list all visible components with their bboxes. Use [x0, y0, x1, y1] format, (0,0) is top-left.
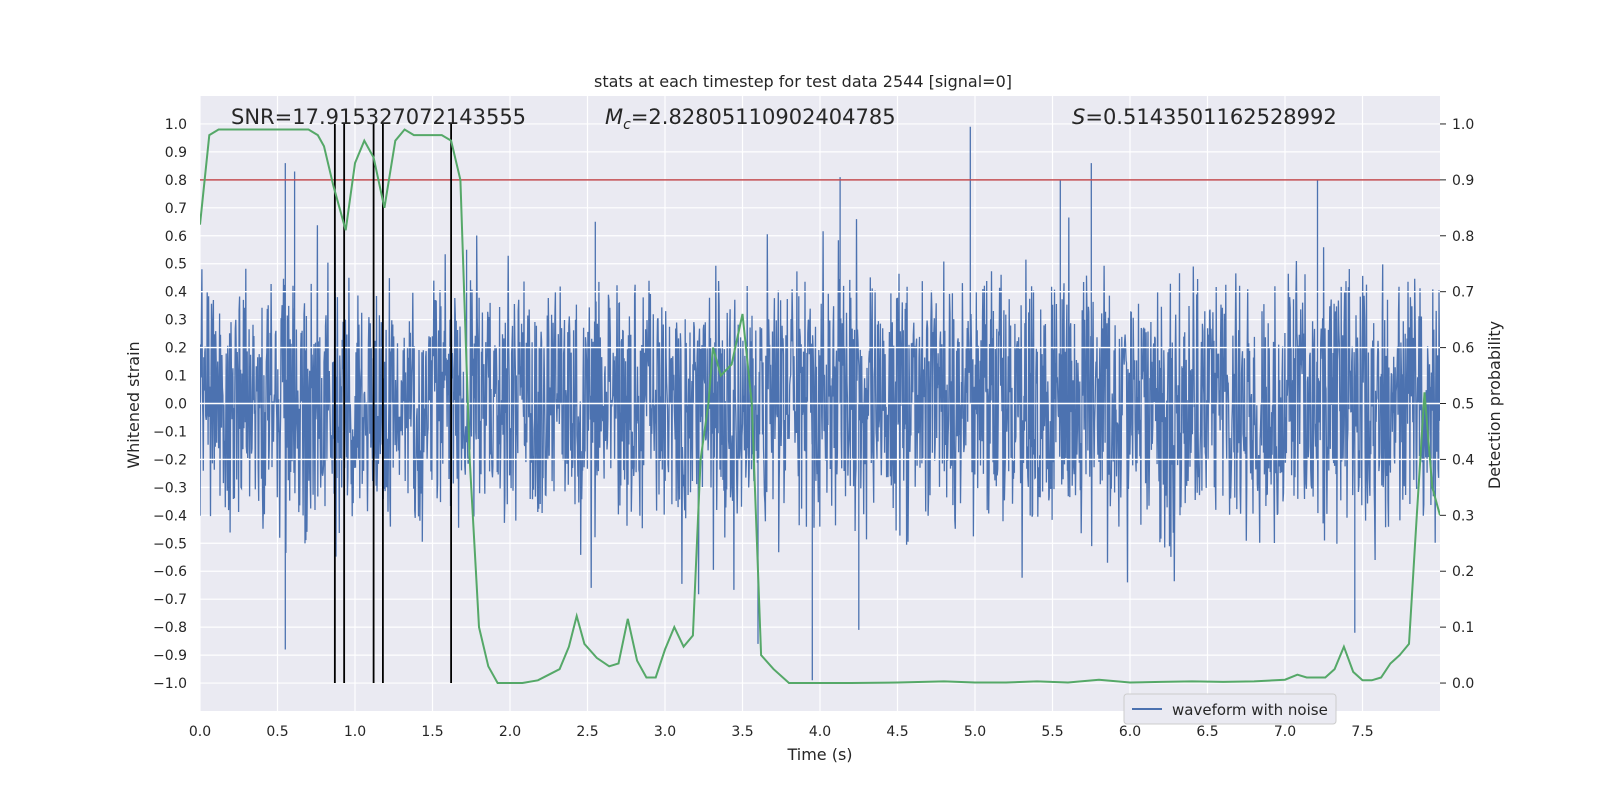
legend-box — [1123, 693, 1337, 725]
left-y-tick-label: −0.9 — [153, 648, 187, 664]
left-y-tick-label: −0.7 — [153, 592, 187, 608]
x-tick-label: 2.0 — [499, 724, 521, 740]
right-y-tick-label: 0.1 — [1452, 620, 1474, 636]
x-tick-label: 0.0 — [189, 724, 211, 740]
left-y-tick-label: 0.5 — [165, 257, 187, 273]
left-y-axis-label: Whitened strain — [124, 341, 143, 468]
left-y-tick-label: −0.5 — [153, 536, 187, 552]
left-y-tick-label: 0.3 — [165, 313, 187, 329]
left-y-tick-label: −0.1 — [153, 424, 187, 440]
x-tick-label: 5.0 — [964, 724, 986, 740]
right-y-tick-label: 0.2 — [1452, 564, 1474, 580]
left-y-tick-label: 0.2 — [165, 341, 187, 357]
right-y-tick-label: 0.6 — [1452, 341, 1474, 357]
right-y-tick-label: 0.4 — [1452, 452, 1474, 468]
left-y-tick-label: 0.9 — [165, 145, 187, 161]
chirp-mass-symbol: M — [605, 105, 623, 129]
left-y-tick-label: 0.1 — [165, 369, 187, 385]
x-tick-label: 7.5 — [1351, 724, 1373, 740]
left-y-tick-label: −0.3 — [153, 480, 187, 496]
right-y-tick-label: 0.7 — [1452, 285, 1474, 301]
left-y-tick-label: −0.2 — [153, 452, 187, 468]
x-axis-label: Time (s) — [786, 745, 852, 764]
chirp-mass-subscript: c — [623, 117, 631, 133]
left-y-tick-label: 0.6 — [165, 229, 187, 245]
x-tick-label: 5.5 — [1041, 724, 1063, 740]
x-tick-label: 6.0 — [1119, 724, 1141, 740]
left-y-tick-label: 0.8 — [165, 173, 187, 189]
x-tick-label: 3.0 — [654, 724, 676, 740]
left-y-tick-label: −1.0 — [153, 676, 187, 692]
left-y-tick-label: −0.4 — [153, 508, 187, 524]
marker-lines — [333, 123, 453, 684]
s-symbol: S — [1072, 105, 1085, 129]
chirp-mass-annotation: Mc=2.8280511090240478​5 — [605, 105, 896, 133]
x-tick-label: 3.5 — [731, 724, 753, 740]
left-y-tick-label: 1.0 — [165, 117, 187, 133]
right-y-tick-label: 0.3 — [1452, 508, 1474, 524]
right-y-tick-label: 0.8 — [1452, 229, 1474, 245]
right-y-tick-label: 1.0 — [1452, 117, 1474, 133]
x-tick-label: 4.0 — [809, 724, 831, 740]
chirp-mass-value: =2.8280511090240478​5 — [631, 105, 896, 129]
left-y-tick-label: −0.8 — [153, 620, 187, 636]
detection-probability-series — [200, 128, 1440, 684]
x-tick-label: 1.0 — [344, 724, 366, 740]
left-y-tick-label: −0.6 — [153, 564, 187, 580]
right-y-axis-label: Detection probability — [1485, 321, 1504, 489]
right-y-axis-ticks: 1.0 0.9 0.8 0.7 0.6 0.5 0.4 0.3 0.2 0.1 0.0 — [1440, 117, 1474, 692]
right-y-tick-label: 0.0 — [1452, 676, 1474, 692]
s-value: =0.5143501162528992 — [1085, 105, 1336, 129]
x-tick-label: 7.0 — [1274, 724, 1296, 740]
left-y-tick-label: 0.4 — [165, 285, 187, 301]
right-y-tick-label: 0.9 — [1452, 173, 1474, 189]
s-annotation: S=0.5143501162528992 — [1072, 105, 1337, 129]
chart-title: stats at each timestep for test data 254… — [594, 72, 1012, 91]
x-tick-label: 2.5 — [576, 724, 598, 740]
right-axis-grid-overlay — [200, 290, 1440, 461]
legend-label: waveform with noise — [1172, 701, 1328, 719]
left-y-tick-label: 0.0 — [165, 397, 187, 413]
x-tick-label: 1.5 — [421, 724, 443, 740]
left-y-tick-label: 0.7 — [165, 201, 187, 217]
snr-annotation: SNR=17.915327072143555 — [231, 105, 526, 129]
x-tick-label: 6.5 — [1196, 724, 1218, 740]
x-tick-label: 4.5 — [886, 724, 908, 740]
x-tick-label: 0.5 — [266, 724, 288, 740]
right-y-tick-label: 0.5 — [1452, 397, 1474, 413]
x-axis-ticks: 0.0 0.5 1.0 1.5 2.0 2.5 3.0 3.5 4.0 4.5 5.0 5.5 6.0 6… — [189, 724, 1374, 740]
legend: waveform with noise — [1123, 693, 1337, 725]
left-y-axis-ticks: 1.0 0.9 0.8 0.7 0.6 0.5 0.4 0.3 0.2 0.1 0.0 −0.1 −0.… — [153, 117, 187, 692]
